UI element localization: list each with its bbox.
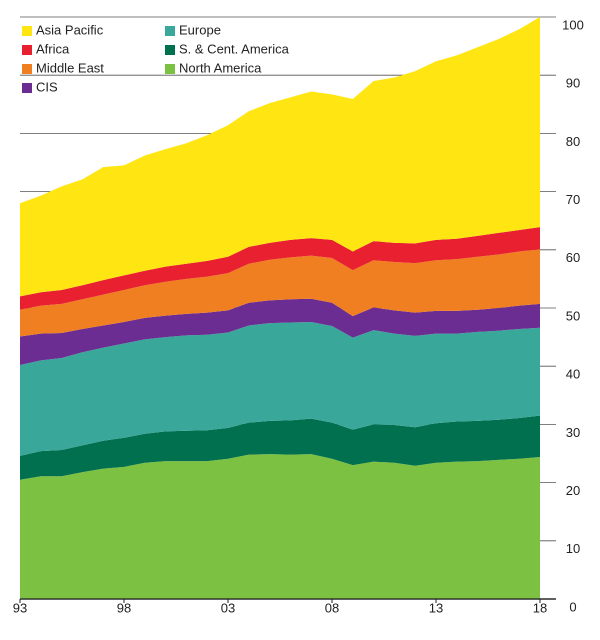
y-tick-label: 20: [566, 483, 580, 498]
legend-swatch: [22, 26, 32, 36]
area: [20, 17, 540, 297]
area: [20, 249, 540, 337]
y-tick-label: 50: [566, 308, 580, 323]
x-tick-label: 98: [117, 600, 131, 615]
y-tick-label: 100: [562, 17, 584, 32]
area: [20, 415, 540, 480]
y-tick-label: 30: [566, 425, 580, 440]
area: [20, 454, 540, 599]
x-tick-label: 93: [13, 600, 27, 615]
legend-label: Africa: [36, 41, 70, 56]
legend-swatch: [165, 45, 175, 55]
legend-label: North America: [179, 60, 262, 75]
y-tick-label: 10: [566, 541, 580, 556]
y-tick-label: 70: [566, 192, 580, 207]
area: [20, 321, 540, 456]
x-tick-label: 03: [221, 600, 235, 615]
legend-swatch: [22, 83, 32, 93]
y-tick-label: 80: [566, 134, 580, 149]
legend-swatch: [22, 64, 32, 74]
x-tick-label: 18: [533, 600, 547, 615]
y-tick-label: 0: [569, 599, 576, 614]
x-tick-label: 08: [325, 600, 339, 615]
legend-label: CIS: [36, 79, 58, 94]
legend-swatch: [165, 26, 175, 36]
area: [20, 227, 540, 310]
y-tick-label: 40: [566, 367, 580, 382]
legend-label: S. & Cent. America: [179, 41, 290, 56]
legend-swatch: [165, 64, 175, 74]
x-tick-label: 13: [429, 600, 443, 615]
y-tick-label: 60: [566, 250, 580, 265]
area: [20, 298, 540, 366]
legend-label: Middle East: [36, 60, 104, 75]
legend-label: Europe: [179, 22, 221, 37]
legend-swatch: [22, 45, 32, 55]
legend-label: Asia Pacific: [36, 22, 104, 37]
y-tick-label: 90: [566, 76, 580, 91]
